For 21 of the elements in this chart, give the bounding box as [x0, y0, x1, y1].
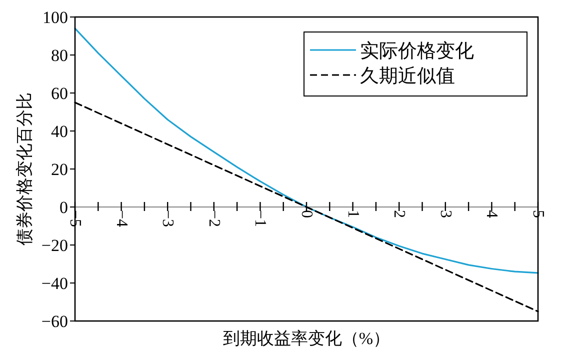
- y-tick-label: 40: [51, 122, 68, 141]
- y-tick-label: 60: [51, 84, 68, 103]
- y-tick-label: 80: [51, 46, 68, 65]
- x-axis-title: 到期收益率变化（%）: [222, 329, 390, 348]
- y-tick-label: 100: [42, 8, 68, 27]
- y-tick-label: −60: [41, 312, 68, 331]
- x-tick-label: 3: [436, 210, 454, 218]
- y-axis-title: 债券价格变化百分比: [15, 92, 34, 246]
- x-tick-label: −1: [252, 210, 269, 228]
- y-tick-label: −20: [41, 236, 68, 255]
- x-tick-label: 2: [390, 210, 408, 218]
- x-tick-label: 1: [344, 210, 362, 218]
- x-tick-label: 0: [298, 210, 315, 218]
- x-tick-label: −4: [112, 210, 130, 228]
- x-tick-label: −2: [205, 210, 222, 228]
- y-tick-label: 20: [51, 160, 68, 179]
- x-tick-label: 4: [483, 210, 500, 218]
- y-tick-label: −40: [41, 274, 68, 293]
- legend-label: 久期近似值: [360, 66, 455, 87]
- legend-label: 实际价格变化: [360, 40, 474, 62]
- x-tick-label: −3: [159, 210, 176, 228]
